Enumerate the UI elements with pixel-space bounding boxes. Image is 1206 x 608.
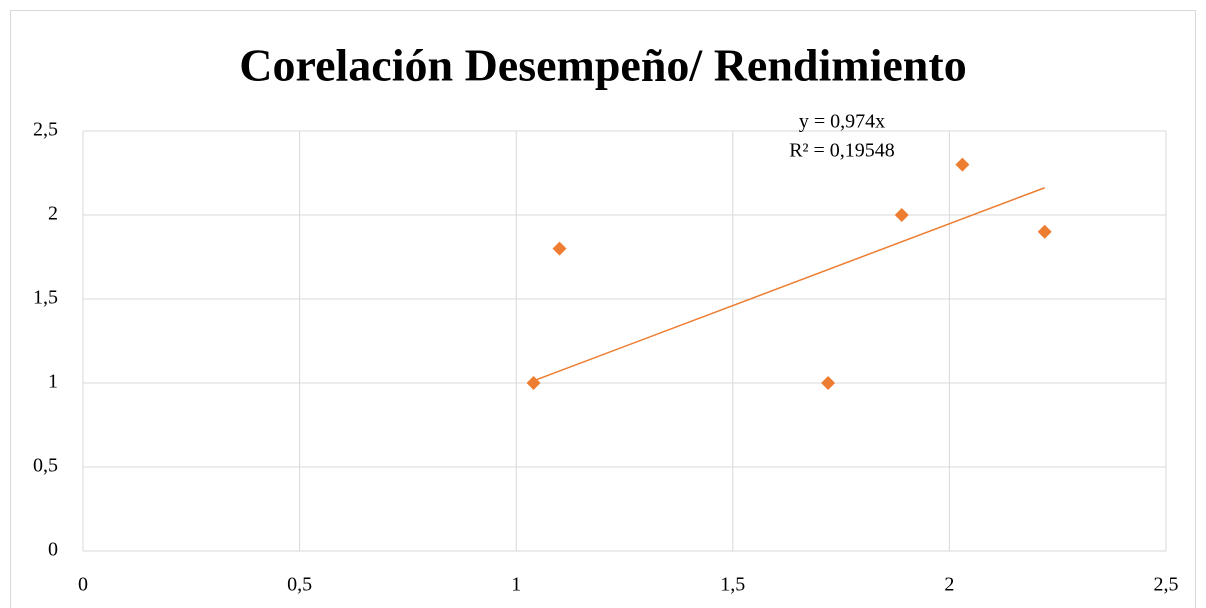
x-tick-label: 2 <box>944 574 954 596</box>
point <box>821 376 836 390</box>
y-tick-label: 1,5 <box>33 287 58 309</box>
trendline-equation: y = 0,974x <box>799 111 885 133</box>
trendline-r2: R² = 0,19548 <box>789 140 895 162</box>
x-tick-label: 0 <box>78 574 88 596</box>
point <box>552 241 567 256</box>
trendline <box>533 187 1045 382</box>
x-tick-label: 1,5 <box>720 574 745 596</box>
chart-frame <box>10 10 1196 608</box>
point <box>526 376 541 390</box>
y-tick-label: 0,5 <box>33 455 58 477</box>
y-tick-label: 2,5 <box>33 119 58 141</box>
point <box>894 208 909 222</box>
y-tick-label: 0 <box>48 539 58 561</box>
x-tick-label: 0,5 <box>287 574 312 596</box>
y-tick-label: 2 <box>48 203 58 225</box>
x-tick-label: 1 <box>511 574 521 596</box>
point <box>1037 224 1052 239</box>
point <box>955 157 970 172</box>
chart-title: Corelación Desempeño/ Rendimiento <box>239 40 966 91</box>
x-tick-label: 2,5 <box>1154 574 1179 596</box>
y-tick-label: 1 <box>48 371 58 393</box>
